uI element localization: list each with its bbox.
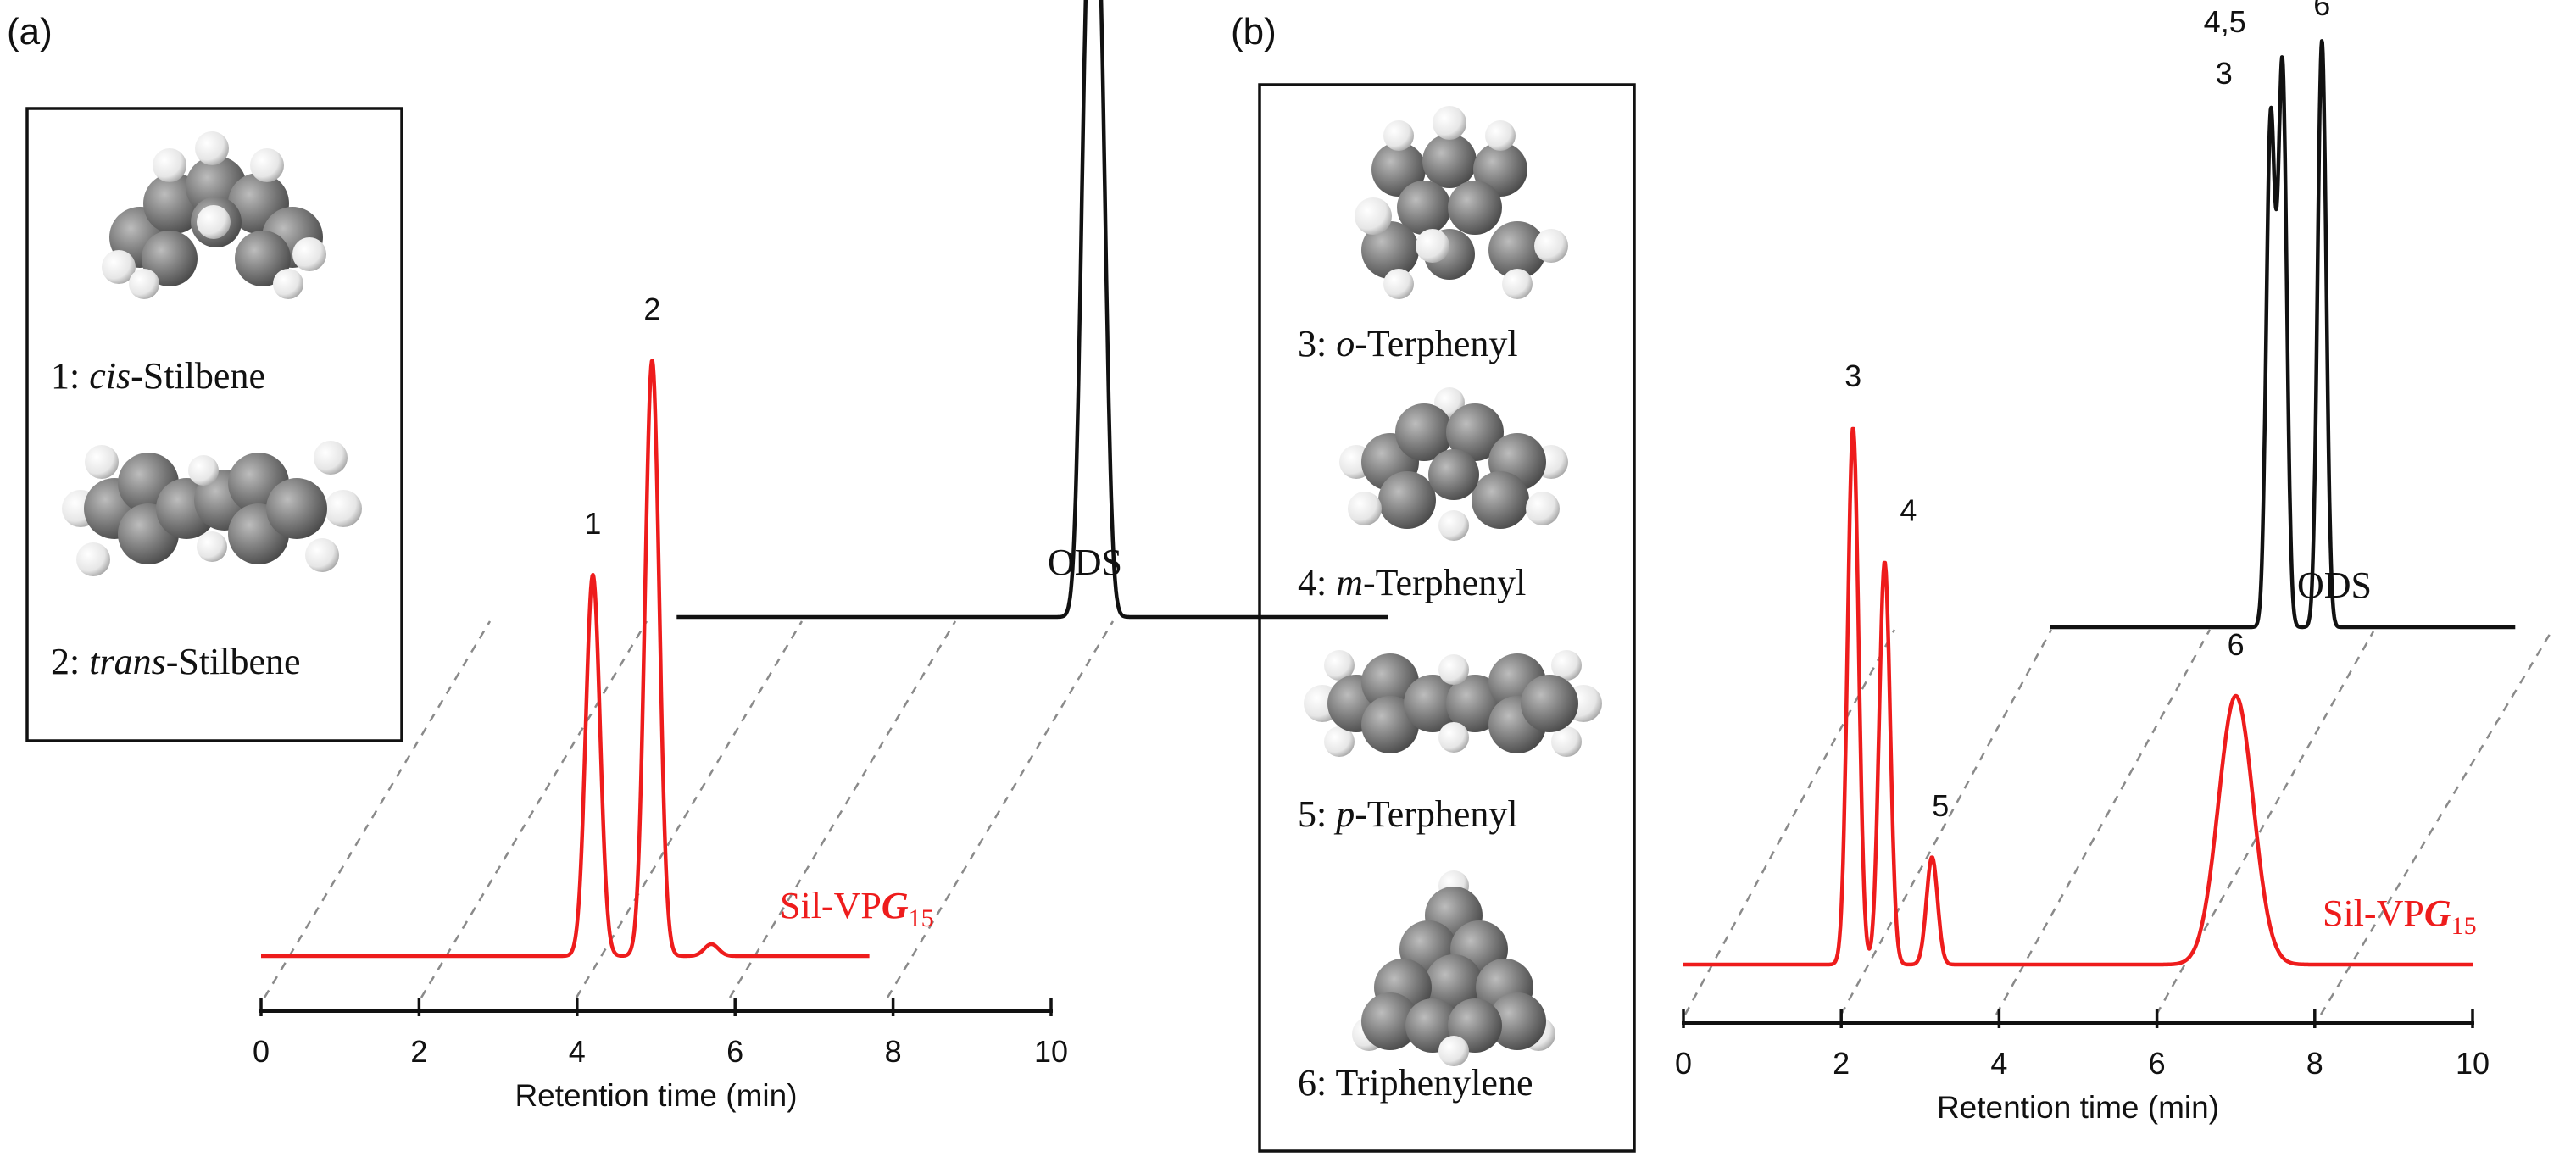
oblique-gridline-2	[1995, 629, 2212, 1015]
sil-peak-label-5: 5	[1932, 788, 1949, 823]
ods-trace	[2048, 39, 2517, 630]
sil-peak-label-1: 1	[584, 506, 601, 541]
sil-vpg15-trace	[259, 359, 871, 959]
m-terphenyl-icon	[1339, 387, 1568, 541]
trans-stilbene-label: 2: trans-Stilbene	[51, 641, 301, 682]
x-tick-label-4: 4	[1990, 1046, 2007, 1081]
sil-vpg15-trace	[1682, 426, 2474, 967]
ods-series-label: ODS	[2297, 564, 2372, 606]
panel-b-chart: 0 2 4 6 8 10 Retention time (min) 3 4,5 6 ODS 3 4 5 6 S…	[1675, 0, 2553, 1125]
o-terphenyl-label: 3: o-Terphenyl	[1298, 323, 1518, 364]
sil-peak-label-6: 6	[2228, 627, 2245, 662]
x-tick-label-0: 0	[1675, 1046, 1692, 1081]
x-tick-label-8: 8	[2306, 1046, 2323, 1081]
panel-b-legend: 3: o-Terphenyl 4: m-Terphenyl	[1258, 83, 1636, 1153]
panel-a-letter: (a)	[7, 11, 53, 53]
panel-b: (b) 3: o-Terphe	[1231, 0, 2553, 1153]
ods-trace	[676, 0, 1389, 620]
sil-vpg15-series-label: Sil-VPG15	[2323, 892, 2477, 940]
p-terphenyl-icon	[1304, 650, 1602, 757]
sil-vpg15-series-label: Sil-VPG15	[780, 885, 934, 932]
panel-a-legend-box	[25, 107, 403, 742]
triphenylene-label: 6: Triphenylene	[1298, 1062, 1533, 1104]
x-tick-label-6: 6	[726, 1034, 743, 1069]
oblique-gridline-4	[2319, 631, 2553, 1015]
p-terphenyl-label: 5: p-Terphenyl	[1298, 793, 1518, 835]
x-tick-label-4: 4	[569, 1034, 586, 1069]
panel-b-letter: (b)	[1231, 11, 1277, 53]
ods-peak-label-3: 3	[2216, 56, 2233, 91]
triphenylene-icon	[1352, 870, 1555, 1066]
x-tick-label-8: 8	[885, 1034, 902, 1069]
x-tick-label-2: 2	[410, 1034, 427, 1069]
cis-stilbene-icon	[102, 131, 326, 299]
ods-series-label: ODS	[1048, 542, 1122, 583]
trans-stilbene-icon	[62, 441, 362, 576]
x-tick-label-0: 0	[253, 1034, 270, 1069]
x-tick-label-10: 10	[2456, 1046, 2490, 1081]
panel-a-legend: 1: cis-Stilbene 2: trans-Stilbene	[25, 107, 403, 742]
x-tick-label-6: 6	[2149, 1046, 2166, 1081]
sil-peak-label-2: 2	[643, 292, 660, 326]
sil-peak-label-4: 4	[1900, 492, 1917, 527]
panel-a: (a) 1: cis-Stilbe	[7, 0, 1389, 1113]
panel-b-legend-box	[1258, 83, 1636, 1153]
m-terphenyl-label: 4: m-Terphenyl	[1298, 562, 1526, 603]
x-tick-label-10: 10	[1034, 1034, 1068, 1069]
x-axis-title: Retention time (min)	[515, 1078, 797, 1113]
ods-peak-label-6: 6	[2313, 0, 2330, 22]
sil-peak-label-3: 3	[1844, 359, 1861, 393]
cis-stilbene-label: 1: cis-Stilbene	[51, 355, 265, 397]
ods-peak-label-4,5: 4,5	[2204, 4, 2246, 39]
x-tick-label-2: 2	[1833, 1046, 1850, 1081]
x-axis-title: Retention time (min)	[1937, 1090, 2219, 1125]
o-terphenyl-icon	[1355, 106, 1568, 299]
